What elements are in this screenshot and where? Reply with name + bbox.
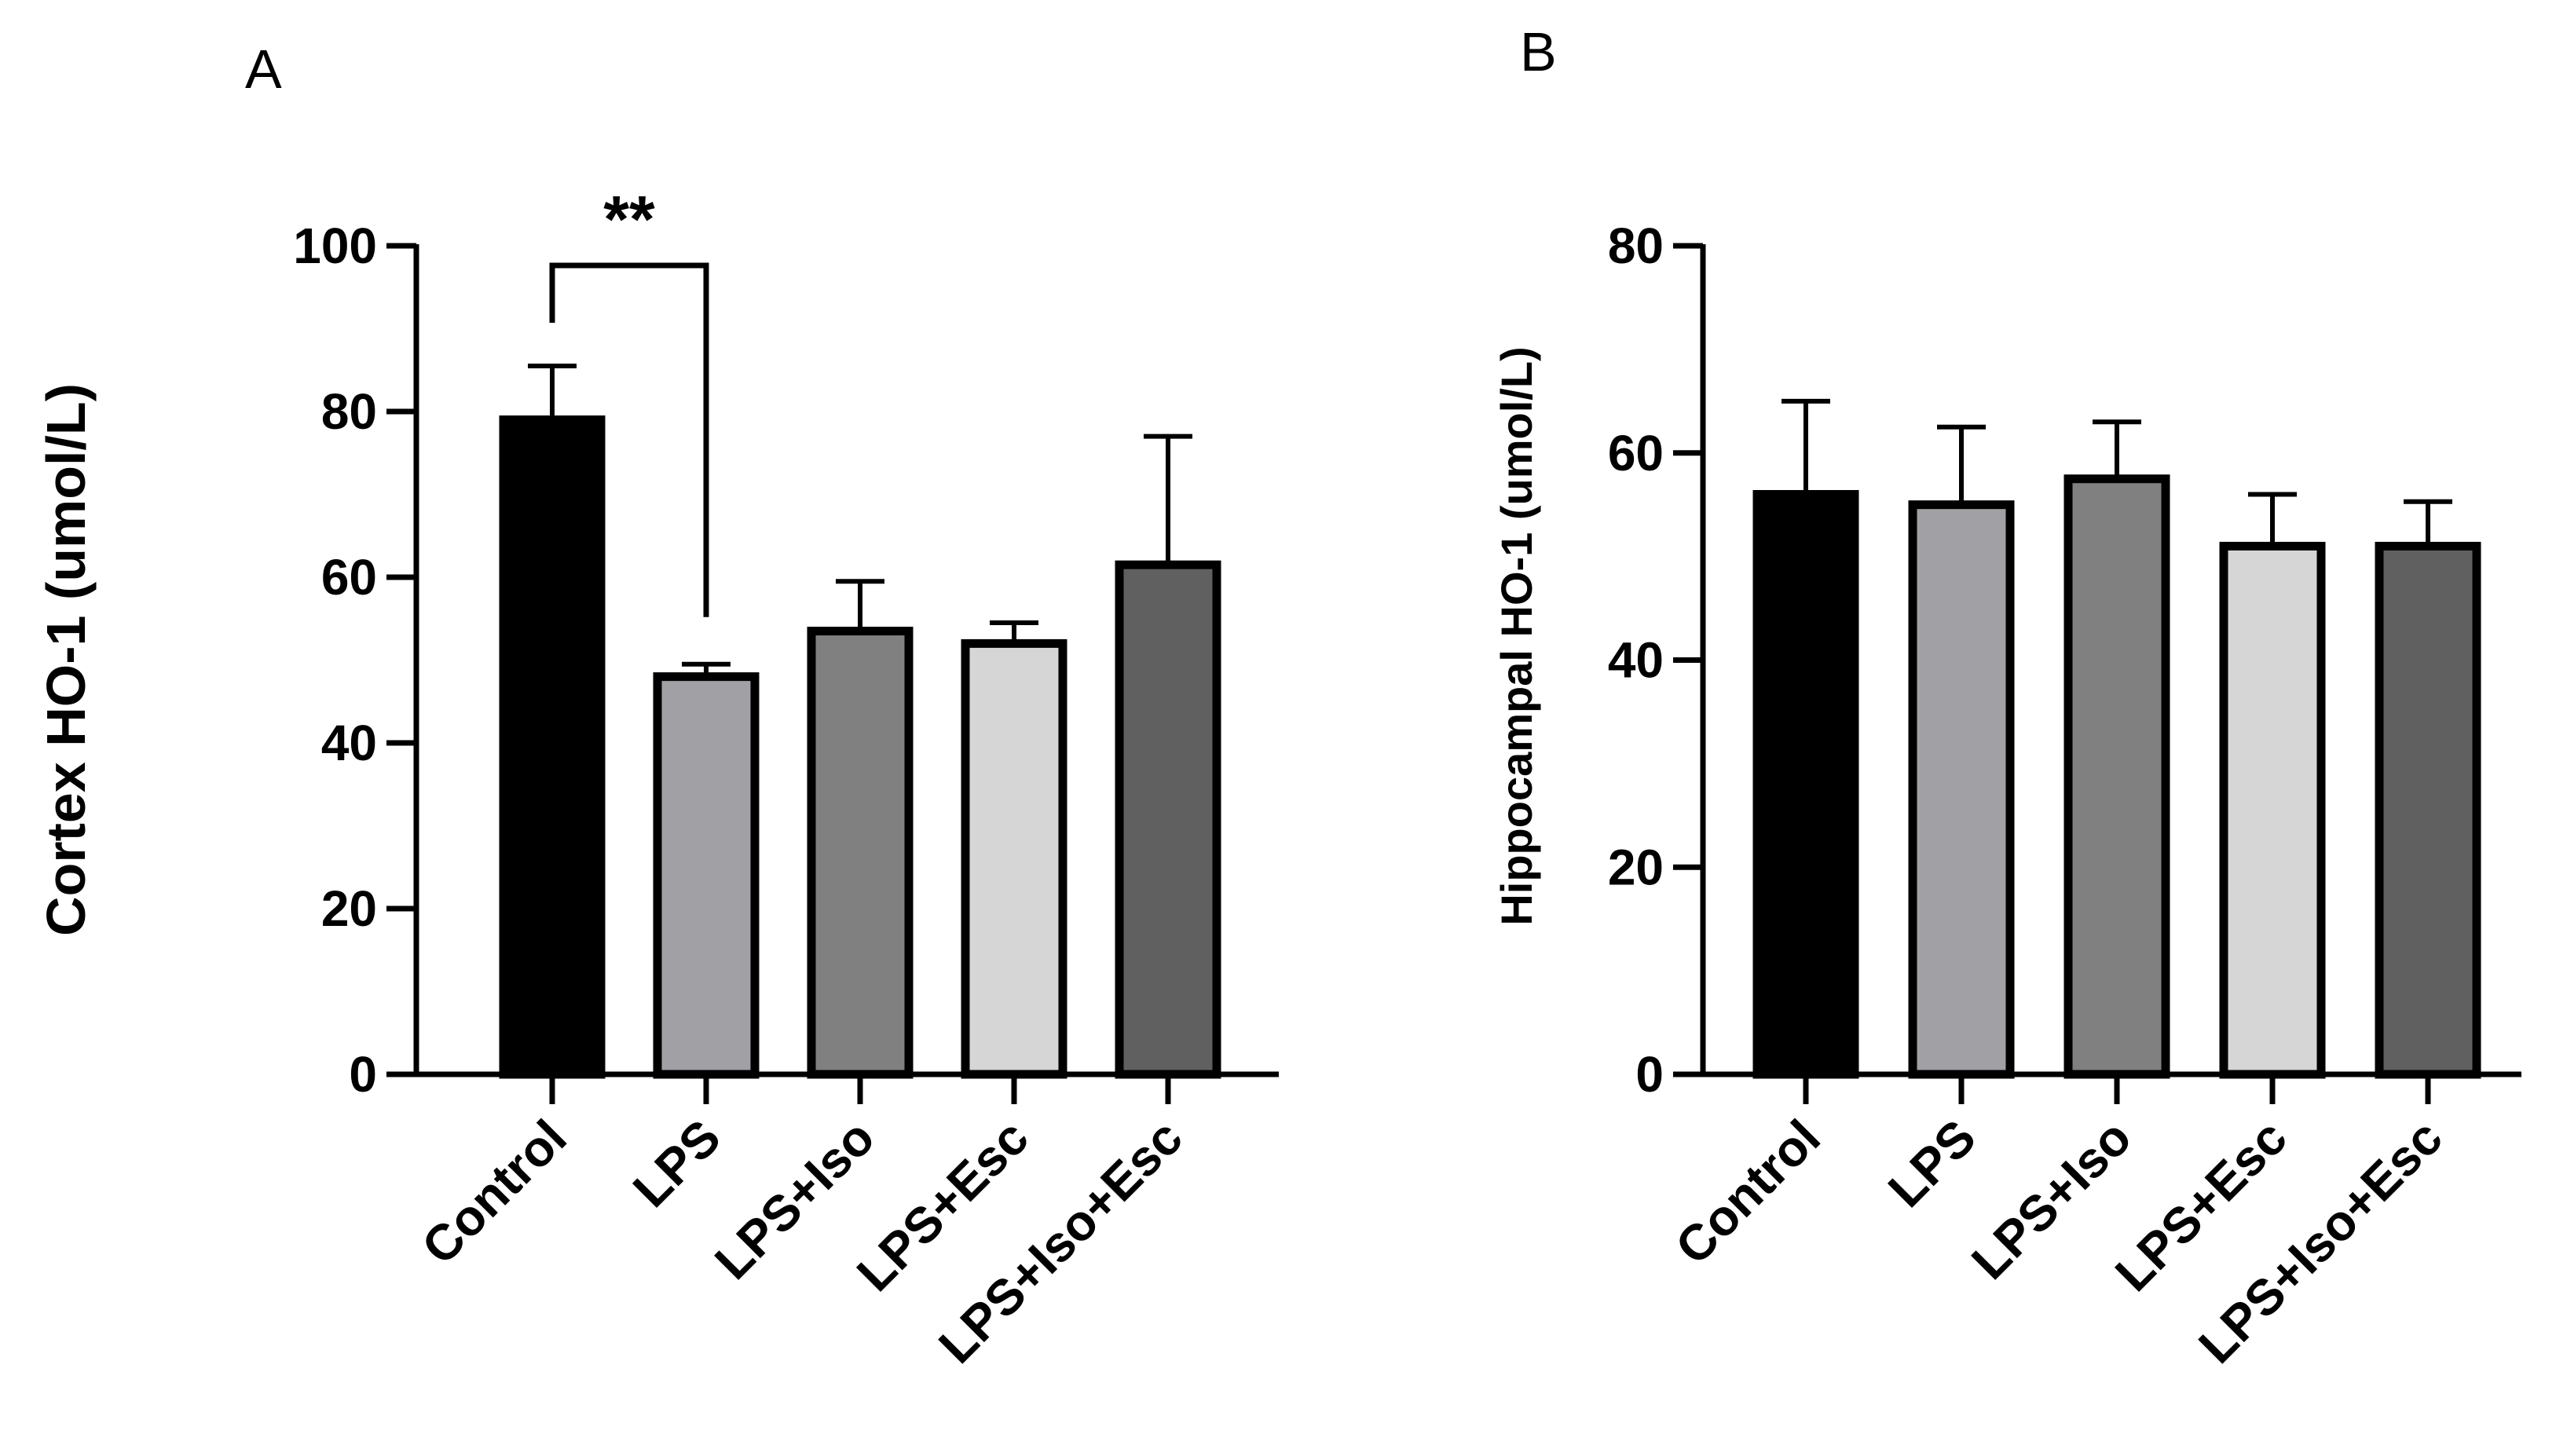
panel-a-category-label-1: LPS bbox=[622, 1109, 731, 1218]
panel-a-chart: A Cortex HO-1 (umol/L) 0 20 40 60 80 100 Cont… bbox=[35, 38, 1279, 1374]
panel-a-significance-label-0: ** bbox=[603, 182, 655, 256]
panel-b-y-tick-label-0: 0 bbox=[1635, 1046, 1664, 1103]
panel-b-bar-1 bbox=[1908, 500, 2015, 1079]
panel-a-y-tick-label-1: 20 bbox=[321, 880, 377, 937]
panel-a-annotations: ** bbox=[549, 182, 709, 617]
panel-a-bar-0 bbox=[499, 415, 606, 1079]
panel-b-y-tick-label-3: 60 bbox=[1608, 425, 1664, 481]
panel-b-y-axis-label: Hippocampal HO-1 (umol/L) bbox=[1492, 346, 1541, 925]
panel-a-y-axis-label: Cortex HO-1 (umol/L) bbox=[35, 383, 97, 936]
panel-a-label: A bbox=[245, 38, 282, 100]
panel-a-y-ticks: 0 20 40 60 80 100 bbox=[293, 218, 416, 1103]
panel-b-chart: B Hippocampal HO-1 (umol/L) 0 20 40 60 80 Co… bbox=[1492, 21, 2521, 1374]
panel-b-bar-0 bbox=[1752, 490, 1859, 1079]
panel-a-y-tick-label-5: 100 bbox=[293, 218, 377, 274]
panel-b-bar-4 bbox=[2375, 541, 2481, 1079]
panel-a-category-label-0: Control bbox=[411, 1109, 577, 1275]
panel-a-y-tick-label-0: 0 bbox=[349, 1046, 377, 1103]
panel-a-bars bbox=[499, 415, 1221, 1079]
panel-a-y-tick-label-3: 60 bbox=[321, 549, 377, 605]
panel-b-bars bbox=[1752, 474, 2481, 1079]
panel-b-y-tick-label-4: 80 bbox=[1608, 218, 1664, 274]
panel-b-category-label-0: Control bbox=[1664, 1109, 1831, 1275]
panel-b-bar-3 bbox=[2219, 541, 2326, 1079]
panel-b-label: B bbox=[1520, 21, 1557, 82]
panel-a-error-bars bbox=[528, 363, 1192, 677]
panel-a-y-tick-label-4: 80 bbox=[321, 383, 377, 440]
panel-b-y-ticks: 0 20 40 60 80 bbox=[1608, 218, 1703, 1103]
panel-a-bar-4 bbox=[1115, 560, 1221, 1079]
panel-a-bar-1 bbox=[653, 672, 760, 1079]
panel-a-bar-3 bbox=[961, 638, 1067, 1079]
panel-a-significance-bracket-0 bbox=[549, 262, 709, 617]
panel-b-category-label-1: LPS bbox=[1877, 1109, 1987, 1218]
panel-b-y-tick-label-1: 20 bbox=[1608, 839, 1664, 895]
panel-a-axes bbox=[413, 244, 1279, 1077]
panel-a-y-tick-label-2: 40 bbox=[321, 715, 377, 771]
panel-b-error-bars bbox=[1782, 398, 2452, 547]
panel-b-y-tick-label-2: 40 bbox=[1608, 632, 1664, 689]
panel-a-bar-2 bbox=[807, 627, 914, 1079]
panel-b-bar-2 bbox=[2063, 474, 2170, 1079]
